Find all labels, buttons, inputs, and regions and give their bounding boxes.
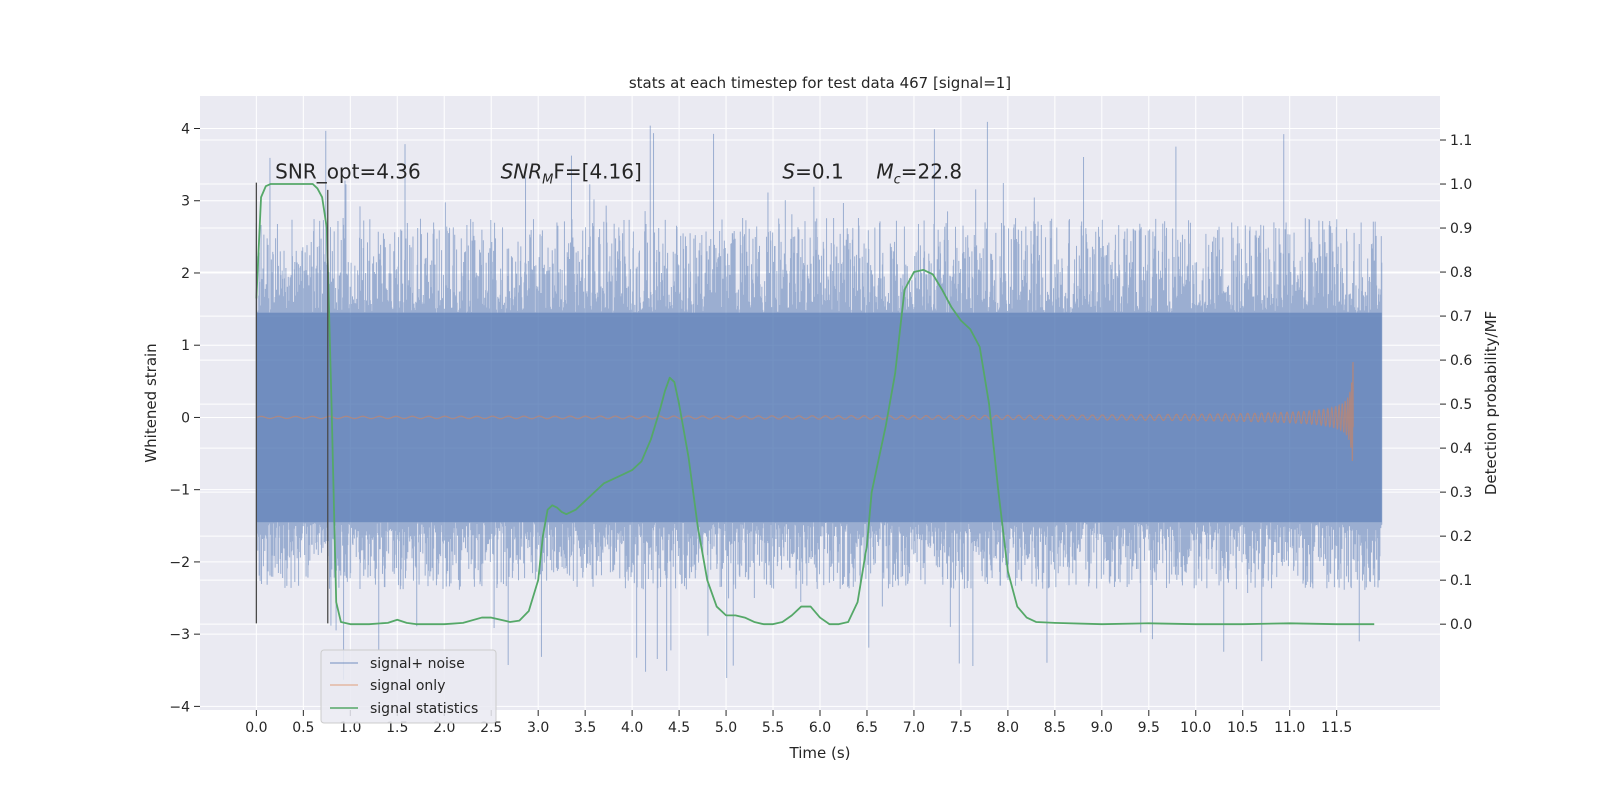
y2-tick-label-8: 0.8 bbox=[1450, 265, 1472, 281]
y2-axis-label: Detection probability/MF bbox=[1482, 311, 1500, 495]
y2-tick-label-9: 0.9 bbox=[1450, 221, 1472, 237]
y2-tick-label-3: 0.3 bbox=[1450, 485, 1472, 501]
legend-label-signal-only: signal only bbox=[370, 678, 445, 694]
y2-tick-label-2: 0.2 bbox=[1450, 529, 1472, 545]
annotation-3-subscript: c bbox=[894, 173, 901, 188]
annotation-2: S=0.1 bbox=[782, 160, 843, 184]
series-layer bbox=[255, 121, 1383, 680]
legend-label-signal-statistics: signal statistics bbox=[370, 701, 478, 717]
y2-tick-label-7: 0.7 bbox=[1450, 309, 1472, 325]
annotation-3-value: =22.8 bbox=[901, 160, 962, 184]
annotation-3: Mc=22.8 bbox=[876, 160, 962, 188]
signal-statistics-line bbox=[255, 183, 1375, 626]
x-tick-label-9: 4.5 bbox=[668, 720, 690, 736]
x-tick-label-4: 2.0 bbox=[433, 720, 455, 736]
y2-tick-label-5: 0.5 bbox=[1450, 397, 1472, 413]
annotation-1: SNRMF=[4.16] bbox=[501, 160, 642, 188]
x-tick-label-15: 7.5 bbox=[950, 720, 972, 736]
annotations: SNR_opt=4.36 SNRMF=[4.16] S=0.1 Mc=22.8 bbox=[275, 160, 962, 188]
x-axis-label: Time (s) bbox=[789, 744, 851, 762]
y2-tick-label-10: 1.0 bbox=[1450, 177, 1472, 193]
y-tick-label-4: 0 bbox=[181, 410, 190, 426]
annotation-0-text: SNR_opt=4.36 bbox=[275, 160, 421, 184]
x-tick-label-19: 9.5 bbox=[1138, 720, 1160, 736]
y-axis-label: Whitened strain bbox=[142, 343, 160, 462]
x-tick-label-7: 3.5 bbox=[574, 720, 596, 736]
signal-only-line bbox=[256, 361, 1354, 462]
x-tick-label-2: 1.0 bbox=[339, 720, 361, 736]
x-tick-label-22: 11.0 bbox=[1274, 720, 1305, 736]
y2-tick-label-0: 0.0 bbox=[1450, 617, 1472, 633]
y2-tick-label-6: 0.6 bbox=[1450, 353, 1472, 369]
y-tick-label-2: −2 bbox=[169, 555, 190, 571]
annotation-1-subscript: M bbox=[542, 173, 553, 188]
annotation-3-symbol: M bbox=[876, 160, 893, 184]
y-tick-label-7: 3 bbox=[181, 194, 190, 210]
legend-label-signal-noise: signal+ noise bbox=[370, 656, 465, 672]
legend-box bbox=[320, 649, 497, 724]
x-tick-label-20: 10.0 bbox=[1180, 720, 1211, 736]
axes: 0.0 0.5 1.0 1.5 2.0 2.5 3.0 3.5 4.0 4.5 5.0 5.5 6.0 6… bbox=[169, 122, 1472, 736]
x-tick-label-21: 10.5 bbox=[1227, 720, 1258, 736]
y-tick-label-0: −4 bbox=[169, 699, 190, 715]
x-tick-label-11: 5.5 bbox=[762, 720, 784, 736]
y2-tick-label-11: 1.1 bbox=[1450, 133, 1472, 149]
x-tick-label-1: 0.5 bbox=[292, 720, 314, 736]
x-tick-label-6: 3.0 bbox=[527, 720, 549, 736]
y2-tick-label-1: 0.1 bbox=[1450, 573, 1472, 589]
x-tick-label-0: 0.0 bbox=[245, 720, 267, 736]
annotation-1-symbol: SNR bbox=[501, 160, 543, 184]
x-tick-label-13: 6.5 bbox=[856, 720, 878, 736]
x-tick-label-3: 1.5 bbox=[386, 720, 408, 736]
x-tick-label-16: 8.0 bbox=[997, 720, 1019, 736]
annotation-2-symbol: S bbox=[782, 160, 795, 184]
y-tick-label-5: 1 bbox=[181, 338, 190, 354]
x-tick-label-17: 8.5 bbox=[1044, 720, 1066, 736]
annotation-2-value: =0.1 bbox=[795, 160, 844, 184]
y-tick-label-1: −3 bbox=[169, 627, 190, 643]
x-tick-label-18: 9.0 bbox=[1091, 720, 1113, 736]
annotation-0: SNR_opt=4.36 bbox=[275, 160, 421, 184]
y-tick-label-3: −1 bbox=[169, 483, 190, 499]
x-tick-label-12: 6.0 bbox=[809, 720, 831, 736]
annotation-1-value: F=[4.16] bbox=[553, 160, 641, 184]
x-tick-label-14: 7.0 bbox=[903, 720, 925, 736]
legend: signal+ noise signal only signal statist… bbox=[320, 649, 497, 724]
chart-title: stats at each timestep for test data 467… bbox=[629, 74, 1011, 92]
marker-lines bbox=[255, 182, 329, 624]
y-tick-label-6: 2 bbox=[181, 266, 190, 282]
x-tick-label-5: 2.5 bbox=[480, 720, 502, 736]
y2-tick-label-4: 0.4 bbox=[1450, 441, 1472, 457]
x-tick-label-8: 4.0 bbox=[621, 720, 643, 736]
y-tick-label-8: 4 bbox=[181, 122, 190, 138]
x-tick-label-10: 5.0 bbox=[715, 720, 737, 736]
x-tick-label-23: 11.5 bbox=[1321, 720, 1352, 736]
